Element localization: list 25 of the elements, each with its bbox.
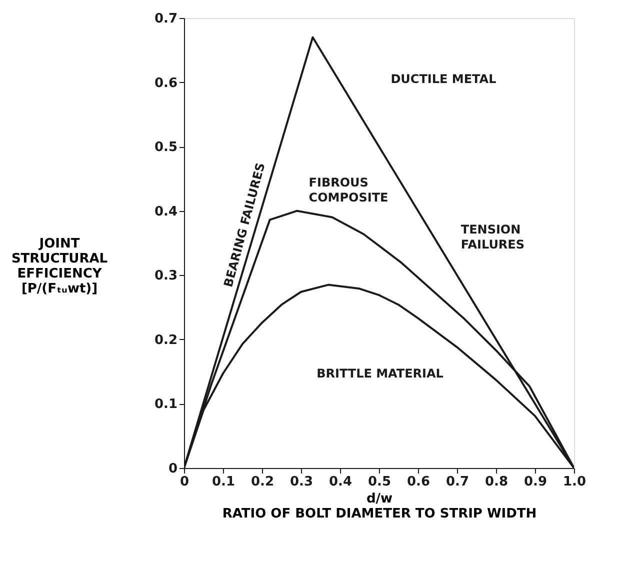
y-tick-label: 0.7 [154, 12, 178, 26]
x-axis-title: d/w RATIO OF BOLT DIAMETER TO STRIP WIDTH [222, 492, 537, 522]
annotation: FIBROUS COMPOSITE [308, 175, 388, 204]
x-tick-label: 0.8 [484, 474, 508, 490]
y-axis-title: JOINT STRUCTURAL EFFICIENCY [P/(Fₜᵤwt)] [11, 236, 108, 296]
y-tick-label: 0.1 [154, 397, 178, 412]
y-tick-label: 0.6 [154, 76, 178, 91]
x-tick-label: 0.4 [328, 474, 352, 490]
x-tick-label: 0.6 [406, 474, 430, 490]
x-tick-label: 0.9 [524, 474, 548, 490]
x-tick-label: 1.0 [562, 474, 586, 490]
y-tick-label: 0.3 [154, 268, 178, 284]
annotation: BRITTLE MATERIAL [316, 366, 444, 380]
annotation: DUCTILE METAL [390, 72, 497, 86]
x-tick-label: 0.3 [290, 474, 314, 490]
y-tick-label: 0.2 [154, 332, 178, 348]
x-tick-label: 0.5 [368, 474, 392, 490]
y-tick-label: 0.4 [154, 204, 178, 220]
y-tick-label: 0 [168, 462, 178, 476]
annotation: TENSION FAILURES [460, 222, 525, 252]
x-tick-label: 0.2 [250, 474, 274, 490]
y-tick-label: 0.5 [154, 140, 178, 156]
x-tick-label: 0.7 [446, 474, 470, 490]
x-tick-label: 0 [180, 474, 190, 490]
x-tick-label: 0.1 [212, 474, 236, 490]
